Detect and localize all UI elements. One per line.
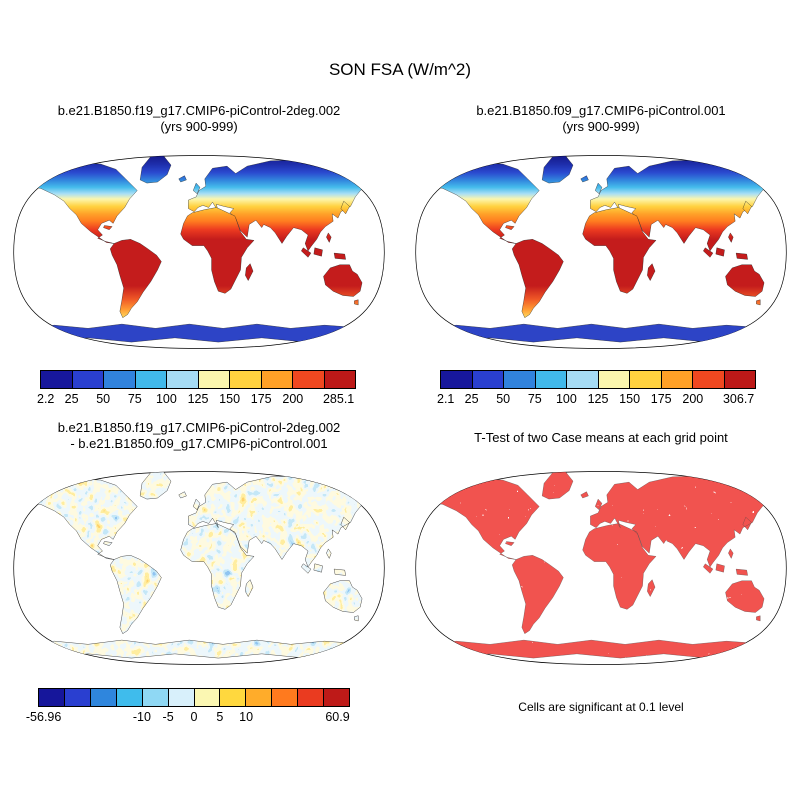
colorbar-cell	[220, 689, 247, 706]
colorbar-tick-label: 125	[187, 392, 209, 406]
colorbar-tick-label: 150	[219, 392, 241, 406]
colorbar-tick-label: 175	[650, 392, 672, 406]
colorbar-cell	[724, 371, 755, 388]
colorbar-tick-label: -56.96	[25, 710, 62, 724]
colorbar-cell	[198, 371, 230, 388]
colorbar-tick-label: 25	[464, 392, 479, 406]
colorbar-cell	[72, 371, 104, 388]
colorbar-cell	[598, 371, 630, 388]
colorbar-cell	[661, 371, 693, 388]
colorbar-difference: -56.96 -10 -5 0 5 10 60.9	[26, 688, 350, 725]
panel-top-left-title-line1: b.e21.B1850.f19_g17.CMIP6-piControl-2deg…	[57, 103, 341, 118]
colorbar-cell	[504, 371, 536, 388]
map-case1	[13, 155, 385, 349]
colorbar-tick-label: 200	[682, 392, 704, 406]
colorbar-cell	[142, 689, 169, 706]
colorbar-cell	[167, 371, 199, 388]
colorbar-tick-label: 10	[239, 710, 254, 724]
colorbar-tick-label: 50	[496, 392, 511, 406]
colorbar-tick-label: 285.1	[322, 392, 355, 406]
map-difference	[13, 471, 385, 665]
colorbar-tick-label: 150	[619, 392, 641, 406]
map-ttest	[415, 471, 787, 665]
colorbar-cell	[135, 371, 167, 388]
colorbar-labels: -56.96 -10 -5 0 5 10 60.9	[26, 707, 350, 725]
colorbar-cell	[298, 689, 325, 706]
colorbar-tick-label: 0	[190, 710, 198, 724]
colorbar-cell	[324, 371, 355, 388]
panel-top-right-title-line1: b.e21.B1850.f09_g17.CMIP6-piControl.001	[476, 103, 726, 118]
colorbar-cell	[230, 371, 262, 388]
colorbar-tick-label: 5	[216, 710, 224, 724]
colorbar-cell	[567, 371, 599, 388]
colorbar-cells	[440, 370, 756, 389]
significance-caption: Cells are significant at 0.1 level	[518, 700, 684, 714]
colorbar-cell	[116, 689, 143, 706]
colorbar-tick-label: 25	[64, 392, 79, 406]
colorbar-tick-label: 200	[282, 392, 304, 406]
colorbar-tick-label: -5	[162, 710, 174, 724]
colorbar-tick-label: 75	[127, 392, 142, 406]
panel-bottom-right-title: T-Test of two Case means at each grid po…	[474, 430, 728, 445]
colorbar-tick-label: 2.1	[436, 392, 455, 406]
colorbar-cell	[90, 689, 117, 706]
colorbar-tick-label: 100	[555, 392, 577, 406]
colorbar-tick-label: 175	[250, 392, 272, 406]
colorbar-cell	[168, 689, 195, 706]
colorbar-tick-label: 50	[96, 392, 111, 406]
map-case2	[415, 155, 787, 349]
colorbar-cell	[39, 689, 65, 706]
colorbar-case2: 2.1 25 50 75 100 125 150 175 200 306.7	[436, 370, 756, 407]
colorbar-cell	[441, 371, 473, 388]
panel-bottom-left-title-line1: b.e21.B1850.f19_g17.CMIP6-piControl-2deg…	[57, 420, 341, 435]
colorbar-tick-label: 2.2	[36, 392, 55, 406]
panel-top-right-title-line2: (yrs 900-999)	[562, 119, 640, 134]
colorbar-tick-label: 75	[527, 392, 542, 406]
colorbar-cell	[472, 371, 504, 388]
colorbar-cell	[246, 689, 273, 706]
colorbar-cells	[38, 688, 350, 707]
panel-top-left-title-line2: (yrs 900-999)	[160, 119, 238, 134]
colorbar-cell	[41, 371, 73, 388]
colorbar-tick-label: 60.9	[325, 710, 350, 724]
panel-bottom-left-title: b.e21.B1850.f19_g17.CMIP6-piControl-2deg…	[0, 420, 398, 452]
colorbar-labels: 2.2 25 50 75 100 125 150 175 200 285.1	[36, 389, 356, 407]
colorbar-cell	[261, 371, 293, 388]
colorbar-cell	[64, 689, 91, 706]
colorbar-tick-label: 100	[155, 392, 177, 406]
page-title: SON FSA (W/m^2)	[328, 60, 472, 79]
colorbar-case1: 2.2 25 50 75 100 125 150 175 200 285.1	[36, 370, 356, 407]
panel-bottom-left-title-line2: - b.e21.B1850.f09_g17.CMIP6-piControl.00…	[70, 436, 328, 451]
colorbar-cell	[324, 689, 350, 706]
panel-top-left-title: b.e21.B1850.f19_g17.CMIP6-piControl-2deg…	[0, 103, 398, 135]
colorbar-labels: 2.1 25 50 75 100 125 150 175 200 306.7	[436, 389, 756, 407]
colorbar-cell	[535, 371, 567, 388]
colorbar-cell	[693, 371, 725, 388]
colorbar-tick-label: 125	[587, 392, 609, 406]
colorbar-tick-label: -10	[132, 710, 151, 724]
colorbar-cell	[194, 689, 221, 706]
colorbar-cell	[293, 371, 325, 388]
colorbar-cells	[40, 370, 356, 389]
colorbar-tick-label: 306.7	[722, 392, 755, 406]
colorbar-cell	[104, 371, 136, 388]
colorbar-cell	[630, 371, 662, 388]
colorbar-cell	[272, 689, 299, 706]
panel-top-right-title: b.e21.B1850.f09_g17.CMIP6-piControl.001 …	[402, 103, 800, 135]
